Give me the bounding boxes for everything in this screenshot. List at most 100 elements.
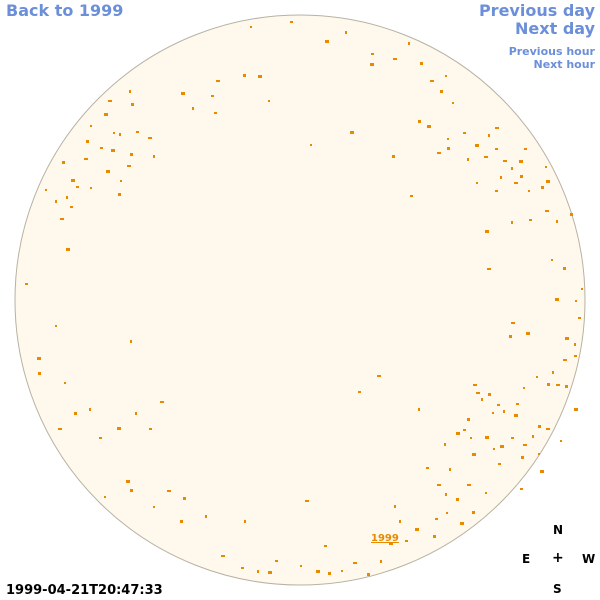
feature-mark <box>485 436 489 439</box>
feature-mark <box>574 355 577 357</box>
feature-mark <box>392 155 395 158</box>
feature-mark <box>221 555 225 557</box>
feature-mark <box>500 176 502 179</box>
feature-mark <box>268 571 272 574</box>
feature-mark <box>86 140 89 143</box>
feature-mark <box>538 425 541 428</box>
feature-mark <box>481 398 483 401</box>
previous-day-link[interactable]: Previous day <box>478 1 595 20</box>
feature-mark <box>84 158 88 160</box>
feature-mark <box>305 500 309 502</box>
feature-mark <box>243 74 246 77</box>
back-to-year-link[interactable]: Back to 1999 <box>6 1 124 20</box>
feature-mark <box>528 190 530 192</box>
feature-mark <box>130 489 133 492</box>
next-hour-link[interactable]: Next hour <box>533 58 596 71</box>
feature-mark <box>258 75 262 78</box>
feature-mark <box>377 375 381 377</box>
feature-mark <box>66 248 70 251</box>
feature-mark <box>547 383 550 386</box>
feature-mark <box>485 230 489 233</box>
previous-hour-link[interactable]: Previous hour <box>508 45 595 58</box>
feature-mark <box>104 496 106 498</box>
feature-mark <box>511 167 513 170</box>
feature-mark <box>70 206 73 208</box>
feature-mark <box>456 498 459 501</box>
feature-mark <box>148 137 152 139</box>
feature-mark <box>76 186 79 188</box>
feature-mark <box>460 522 464 525</box>
feature-mark <box>532 435 534 438</box>
feature-mark <box>467 418 470 421</box>
feature-mark <box>275 560 278 562</box>
feature-mark <box>126 480 130 483</box>
feature-mark <box>130 153 133 156</box>
feature-mark <box>130 340 132 343</box>
feature-mark <box>241 567 244 569</box>
feature-mark <box>541 186 544 189</box>
feature-mark <box>445 493 447 496</box>
feature-mark <box>257 570 259 573</box>
feature-mark <box>211 95 214 97</box>
feature-mark <box>467 158 469 161</box>
feature-mark <box>394 505 396 508</box>
feature-mark <box>136 131 139 133</box>
feature-mark <box>520 488 523 490</box>
feature-mark <box>25 283 28 285</box>
feature-mark <box>473 384 477 386</box>
feature-mark <box>492 412 494 414</box>
feature-mark <box>511 437 514 439</box>
feature-mark <box>325 40 329 43</box>
feature-mark <box>511 221 513 224</box>
feature-mark <box>509 335 512 338</box>
feature-layer <box>25 21 583 576</box>
feature-mark <box>153 155 155 158</box>
feature-mark <box>100 147 103 149</box>
feature-mark <box>131 103 134 106</box>
feature-mark <box>519 160 523 163</box>
feature-mark <box>60 218 64 220</box>
feature-mark <box>119 133 121 136</box>
feature-mark <box>324 545 327 547</box>
next-day-link[interactable]: Next day <box>515 19 595 38</box>
feature-mark <box>38 372 41 375</box>
feature-mark <box>476 182 478 184</box>
feature-mark <box>487 268 491 270</box>
feature-mark <box>437 152 441 154</box>
feature-mark <box>472 453 476 456</box>
year-link[interactable]: 1999 <box>371 533 399 544</box>
feature-mark <box>444 443 446 446</box>
feature-mark <box>135 412 137 415</box>
feature-mark <box>447 147 450 150</box>
feature-mark <box>495 148 498 150</box>
compass-south: S <box>553 582 562 596</box>
feature-mark <box>120 180 122 182</box>
feature-mark <box>90 187 92 189</box>
feature-mark <box>389 543 393 545</box>
feature-mark <box>560 440 562 442</box>
feature-mark <box>495 127 499 129</box>
feature-mark <box>183 497 186 500</box>
feature-mark <box>578 317 581 319</box>
feature-mark <box>367 573 370 576</box>
feature-mark <box>160 401 164 403</box>
feature-mark <box>328 572 331 575</box>
feature-mark <box>62 161 65 164</box>
feature-mark <box>476 392 480 394</box>
feature-mark <box>380 560 382 563</box>
feature-mark <box>353 562 357 564</box>
feature-mark <box>536 376 538 378</box>
feature-mark <box>437 484 441 486</box>
feature-mark <box>526 332 530 335</box>
feature-mark <box>574 408 578 411</box>
feature-mark <box>470 437 472 439</box>
feature-mark <box>66 196 68 199</box>
feature-mark <box>113 132 115 134</box>
feature-mark <box>556 220 558 223</box>
feature-mark <box>447 138 449 140</box>
feature-mark <box>408 42 410 45</box>
feature-mark <box>167 490 171 492</box>
feature-mark <box>99 437 102 439</box>
feature-mark <box>488 393 491 396</box>
